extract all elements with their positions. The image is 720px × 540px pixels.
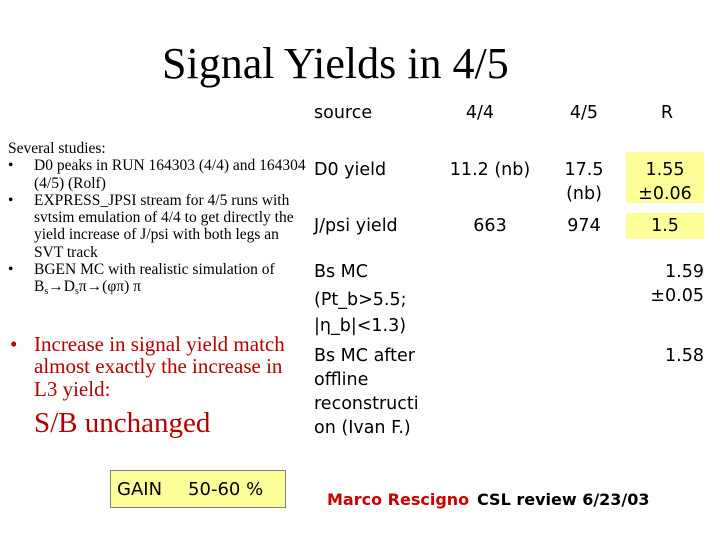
footer-event: CSL review 6/23/03 bbox=[477, 490, 650, 509]
yield-table: source 4/4 4/5 R D0 yield 11.2 (nb) 17.5… bbox=[310, 88, 720, 444]
row-source-bs-mc-cut2: |η_b|<1.3) bbox=[314, 316, 407, 336]
bullet-icon: • bbox=[8, 157, 14, 175]
row-source-jpsi: J/psi yield bbox=[314, 216, 398, 236]
cell-bs-mc-r: 1.59 bbox=[665, 262, 704, 282]
row-source-bs-offline-3: reconstructi bbox=[314, 394, 419, 414]
bullet-icon: • bbox=[10, 332, 18, 356]
study-text: π→(φπ) π bbox=[78, 278, 141, 296]
r-highlight-jpsi bbox=[626, 213, 704, 239]
highlight-bullet: • Increase in signal yield match almost … bbox=[10, 333, 300, 400]
r-highlight-d0 bbox=[626, 152, 704, 203]
cell-d0-4-5-unit: (nb) bbox=[566, 184, 602, 204]
studies-list: • D0 peaks in RUN 164303 (4/4) and 16430… bbox=[8, 157, 308, 298]
study-text: D0 peaks in RUN 164303 (4/4) and 164304 … bbox=[34, 157, 306, 192]
row-source-d0: D0 yield bbox=[314, 160, 387, 180]
bullet-icon: • bbox=[8, 191, 14, 209]
cell-d0-r-error: ±0.06 bbox=[638, 184, 692, 204]
cell-bs-offline-r: 1.58 bbox=[665, 346, 704, 366]
bullet-icon: • bbox=[8, 261, 14, 279]
study-text: →D bbox=[48, 278, 75, 296]
cell-d0-4-5: 17.5 bbox=[564, 160, 604, 180]
cell-jpsi-r: 1.5 bbox=[651, 216, 679, 236]
header-r: R bbox=[660, 103, 674, 123]
row-source-bs-mc-cut1: (Pt_b>5.5; bbox=[314, 290, 407, 310]
header-4-4: 4/4 bbox=[465, 103, 495, 123]
gain-label: GAIN bbox=[117, 478, 163, 500]
row-source-bs-mc: Bs MC bbox=[314, 262, 369, 282]
header-4-5: 4/5 bbox=[569, 103, 599, 123]
study-item-jpsi: • EXPRESS_JPSI stream for 4/5 runs with … bbox=[8, 192, 308, 261]
cell-d0-r: 1.55 bbox=[645, 160, 685, 180]
studies-heading: Several studies: bbox=[8, 140, 106, 157]
cell-jpsi-4-5: 974 bbox=[567, 216, 601, 236]
gain-value: 50-60 % bbox=[188, 478, 264, 500]
row-source-bs-offline-2: offline bbox=[314, 370, 369, 390]
cell-jpsi-4-4: 663 bbox=[473, 216, 507, 236]
studies-block: Several studies: • D0 peaks in RUN 16430… bbox=[8, 140, 308, 298]
study-text: EXPRESS_JPSI stream for 4/5 runs with sv… bbox=[34, 191, 294, 261]
subscript-s: s bbox=[74, 286, 79, 298]
gain-box: GAIN 50-60 % bbox=[110, 470, 286, 508]
cell-bs-mc-r-error: ±0.05 bbox=[650, 286, 704, 306]
study-item-d0: • D0 peaks in RUN 164303 (4/4) and 16430… bbox=[8, 157, 308, 192]
cell-d0-4-4: 11.2 (nb) bbox=[449, 160, 531, 180]
highlight-text: Increase in signal yield match almost ex… bbox=[34, 332, 285, 401]
study-text: BGEN MC with realistic simulation of B bbox=[34, 261, 275, 296]
footer-author: Marco Rescigno bbox=[327, 490, 470, 509]
row-source-bs-offline-4: on (Ivan F.) bbox=[314, 418, 411, 438]
slide-title: Signal Yields in 4/5 bbox=[162, 39, 509, 88]
study-item-bgen: • BGEN MC with realistic simulation of B… bbox=[8, 261, 308, 298]
conclusion-text: S/B unchanged bbox=[34, 407, 211, 439]
header-source: source bbox=[314, 103, 373, 123]
row-source-bs-offline-1: Bs MC after bbox=[314, 346, 415, 366]
subscript-s: s bbox=[44, 286, 49, 298]
